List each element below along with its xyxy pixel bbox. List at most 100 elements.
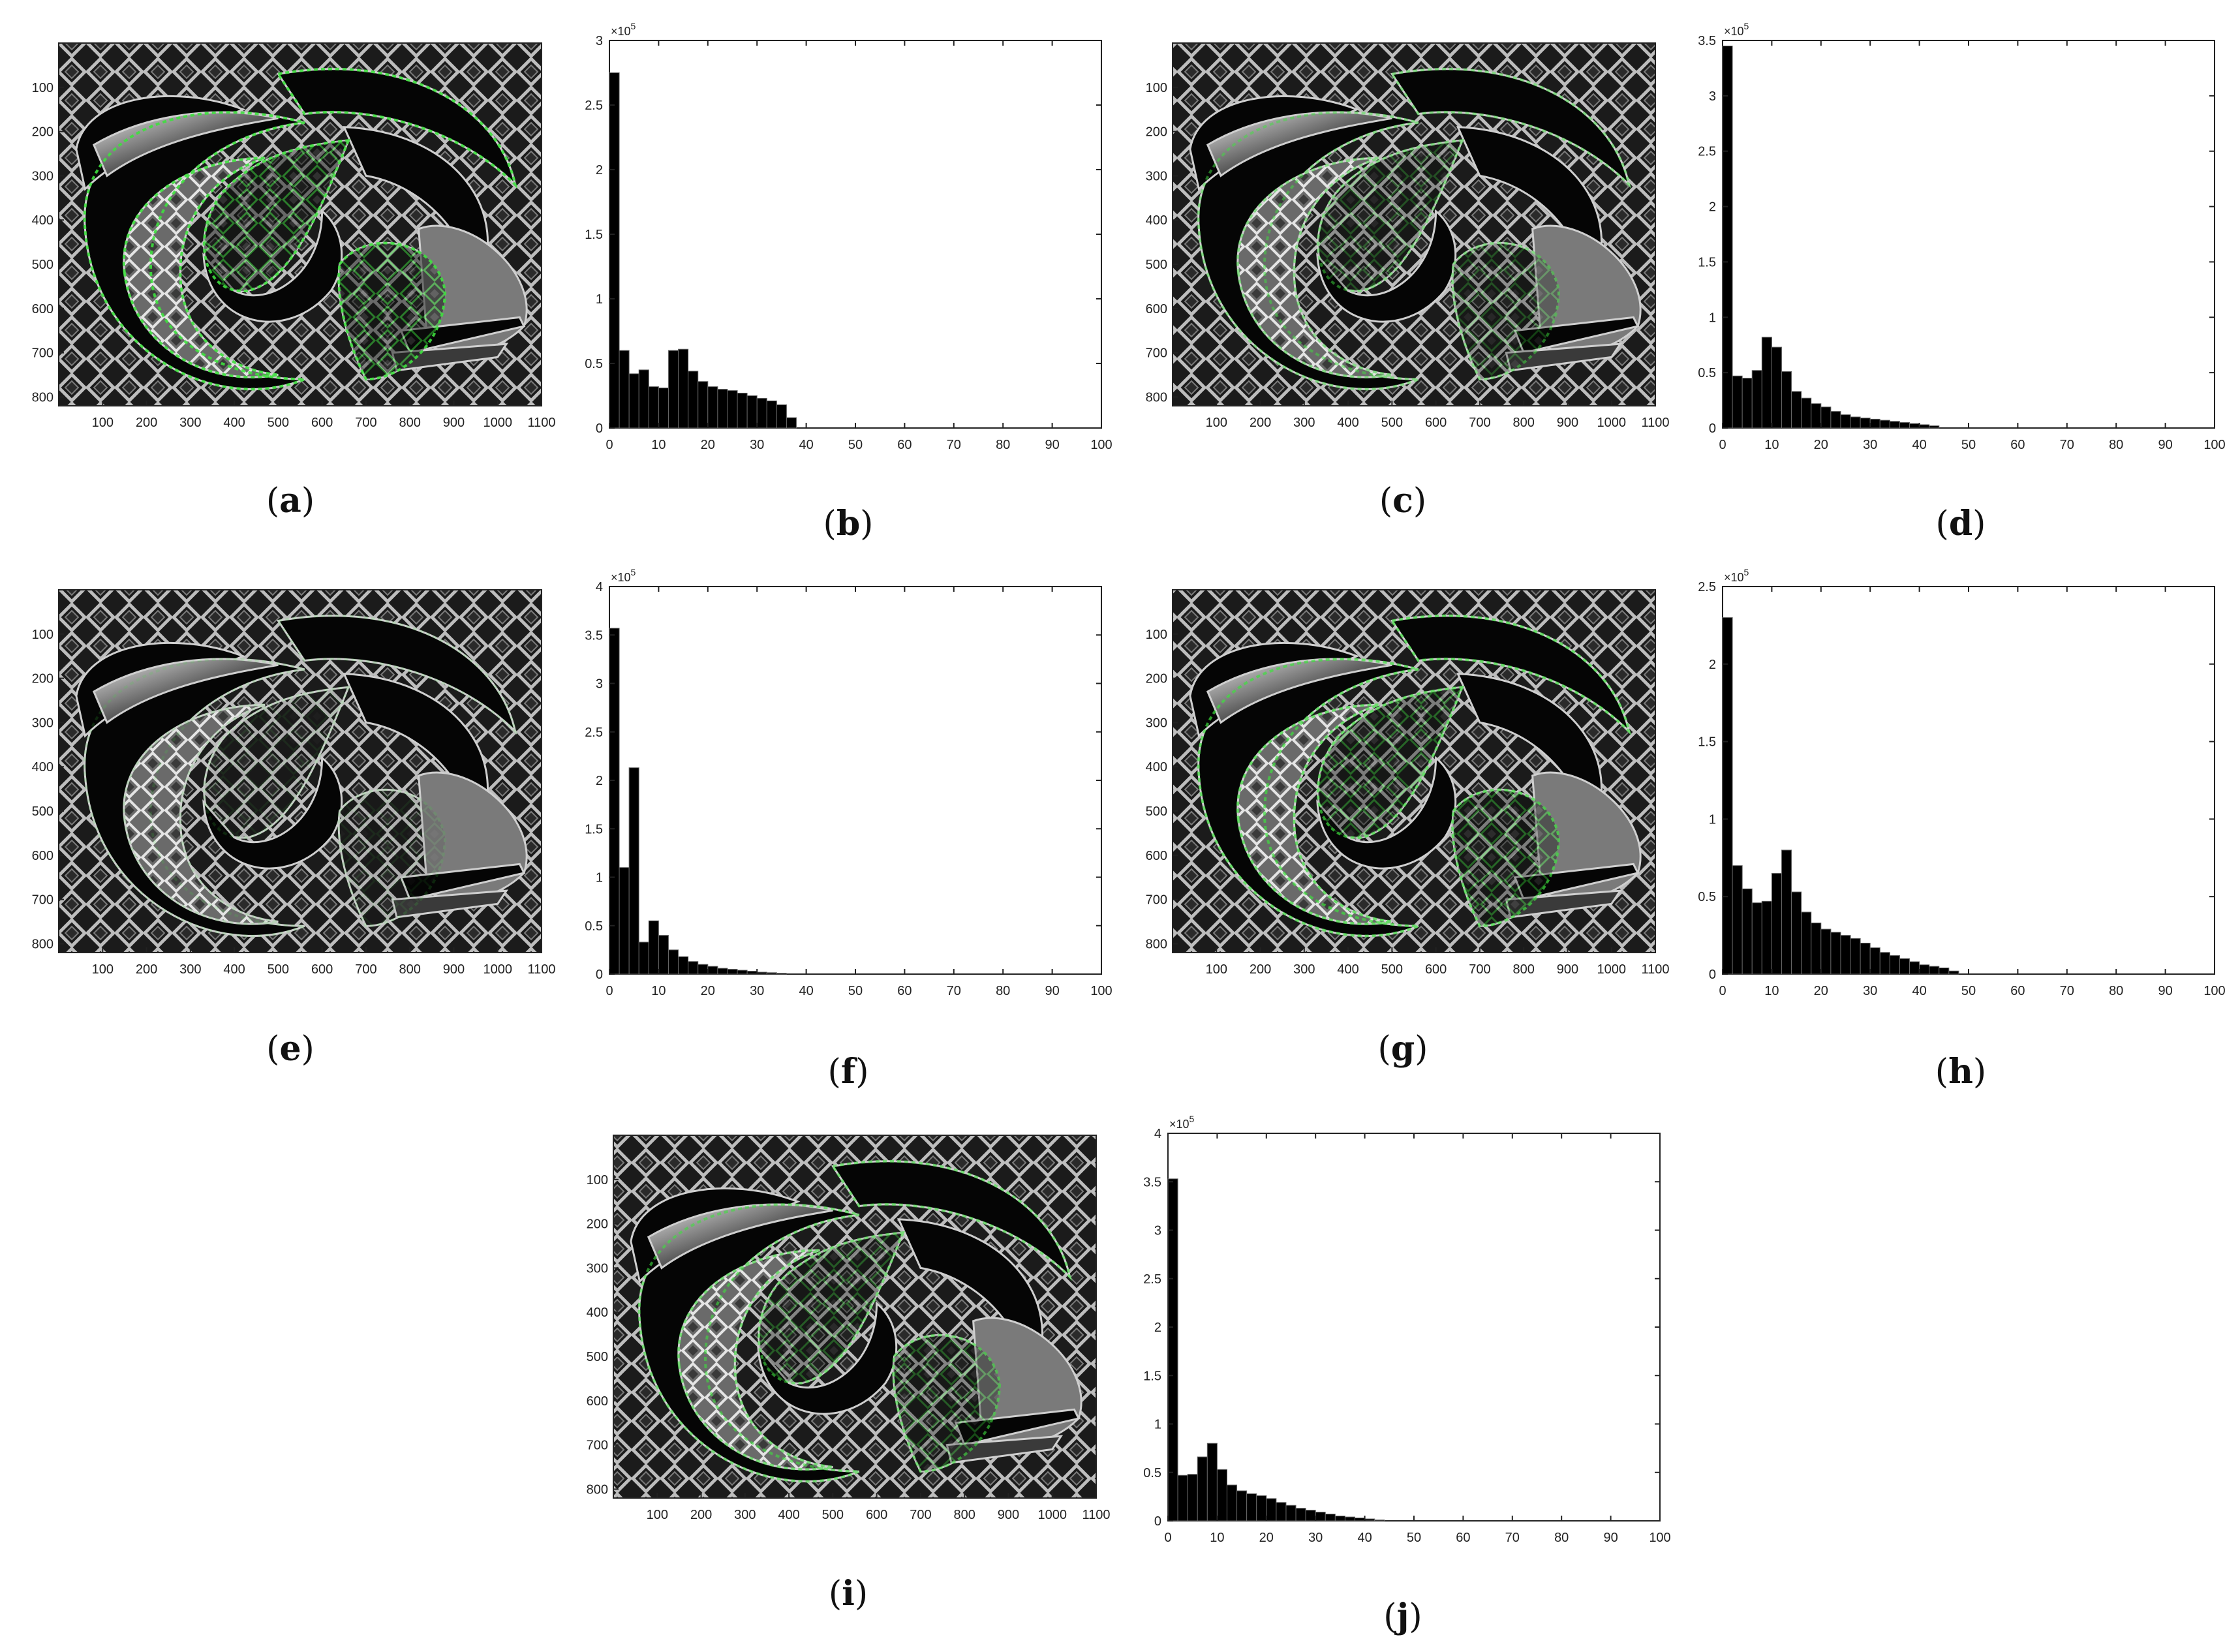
- histogram-bar: [717, 968, 728, 975]
- histogram-bar: [1820, 406, 1832, 429]
- histogram-bar: [1801, 911, 1812, 975]
- y-tick-label: 2: [1709, 658, 1716, 672]
- histogram-bar: [1840, 414, 1851, 429]
- image-x-tick-label: 700: [910, 1508, 931, 1522]
- image-x-tick-label: 600: [1425, 416, 1447, 430]
- histogram-bar: [1226, 1484, 1238, 1522]
- image-y-tick-label: 400: [1146, 760, 1167, 774]
- histogram-bar: [1860, 418, 1871, 429]
- image-y-tick-label: 600: [587, 1394, 608, 1409]
- panel-label: (d): [1936, 504, 1986, 543]
- histogram-bar: [1771, 873, 1782, 975]
- histogram-bar: [1216, 1469, 1227, 1522]
- y-tick-label: 0.5: [585, 357, 603, 371]
- histogram-bar: [776, 404, 787, 429]
- image-x-tick-label: 1000: [1597, 416, 1626, 430]
- image-x-tick-label: 900: [998, 1508, 1019, 1522]
- image-y-tick-label: 700: [32, 893, 54, 908]
- x-tick-label: 10: [1764, 438, 1779, 452]
- histogram-bar: [756, 971, 767, 975]
- histogram-bar: [1197, 1456, 1208, 1522]
- histogram-bar: [1811, 923, 1822, 975]
- histogram-bar: [658, 388, 669, 429]
- image-x-tick-label: 400: [778, 1508, 799, 1522]
- histogram-bar: [1801, 397, 1812, 429]
- x-tick-label: 90: [1045, 438, 1059, 452]
- image-x-tick-label: 1000: [483, 416, 512, 430]
- image-x-tick-label: 700: [355, 962, 376, 977]
- image-x-tick-label: 200: [690, 1508, 712, 1522]
- histogram-bar: [1771, 346, 1782, 429]
- plot-area: [1167, 1133, 1661, 1522]
- y-exponent-label: ×105: [1724, 21, 1749, 38]
- y-exponent-label: ×105: [1724, 567, 1749, 584]
- histogram-bar: [1879, 420, 1890, 429]
- image-y-tick-label: 500: [587, 1350, 608, 1364]
- histogram-bar: [1374, 1520, 1385, 1522]
- y-tick-label: 0.5: [1698, 366, 1716, 380]
- panel-label: (f): [828, 1052, 869, 1092]
- y-tick-label: 2: [1154, 1321, 1161, 1335]
- image-y-tick-label: 800: [1146, 937, 1167, 951]
- image-x-tick-label: 300: [1293, 962, 1315, 977]
- x-tick-label: 100: [1090, 438, 1112, 452]
- x-tick-label: 20: [1814, 438, 1828, 452]
- image-y-tick-label: 800: [1146, 390, 1167, 405]
- x-tick-label: 80: [996, 984, 1010, 998]
- panel-label: (e): [266, 1029, 315, 1069]
- y-tick-label: 1: [596, 871, 603, 885]
- image-y-tick-label: 200: [1146, 672, 1167, 686]
- image-x-tick-label: 800: [399, 962, 420, 977]
- histogram-bar: [628, 373, 639, 429]
- x-tick-label: 20: [1259, 1531, 1274, 1545]
- y-tick-label: 1.5: [1143, 1369, 1161, 1383]
- x-tick-label: 0: [606, 984, 613, 998]
- image-x-tick-label: 800: [399, 416, 420, 430]
- image-y-tick-label: 400: [32, 213, 54, 228]
- histogram-bar: [1919, 424, 1930, 429]
- y-tick-label: 0: [596, 421, 603, 436]
- histogram-bar: [746, 971, 758, 975]
- image-x-tick-label: 200: [1250, 962, 1271, 977]
- x-tick-label: 50: [848, 984, 863, 998]
- image-x-tick-label: 900: [443, 416, 465, 430]
- image-y-tick-label: 600: [32, 302, 54, 316]
- image-y-tick-label: 400: [32, 760, 54, 774]
- y-tick-label: 2.5: [1698, 580, 1716, 594]
- x-tick-label: 50: [848, 438, 863, 452]
- x-tick-label: 10: [1764, 984, 1779, 998]
- histogram-bar: [1840, 935, 1851, 975]
- image-panel: 100 200 300 400 500 600 700 800 900 1000 1100 100 20…: [1146, 589, 1670, 977]
- histogram-chart: 0 10 20 30 40 50 60 70 80 90 100 0 0.5 1 1.5 2 2.5 3 ×105: [585, 21, 1112, 452]
- image-x-tick-label: 200: [1250, 416, 1271, 430]
- histogram-bar: [1315, 1512, 1326, 1522]
- image-x-tick-label: 1100: [1082, 1508, 1110, 1522]
- y-tick-label: 3: [1154, 1224, 1161, 1238]
- histogram-bar: [1919, 964, 1930, 975]
- image-y-tick-label: 700: [1146, 893, 1167, 908]
- panel-label: (i): [829, 1574, 868, 1614]
- histogram-bar: [737, 393, 748, 429]
- image-x-tick-label: 100: [92, 416, 114, 430]
- image-y-tick-label: 400: [587, 1306, 608, 1320]
- y-tick-label: 1.5: [1698, 735, 1716, 750]
- image-x-tick-label: 600: [1425, 962, 1447, 977]
- image-y-tick-label: 300: [587, 1261, 608, 1276]
- image-x-tick-label: 500: [268, 416, 289, 430]
- y-tick-label: 4: [1154, 1127, 1161, 1141]
- y-tick-label: 0.5: [1698, 890, 1716, 904]
- histogram-bar: [1948, 970, 1959, 975]
- y-tick-label: 2.5: [585, 726, 603, 740]
- histogram-bar: [1285, 1505, 1296, 1522]
- histogram-bar: [678, 956, 689, 975]
- y-exponent-label: ×105: [611, 567, 636, 584]
- histogram-bar: [766, 972, 777, 975]
- x-tick-label: 50: [1961, 984, 1976, 998]
- histogram-bar: [688, 371, 699, 429]
- x-tick-label: 80: [996, 438, 1010, 452]
- image-y-tick-label: 200: [32, 125, 54, 140]
- x-tick-label: 0: [1719, 438, 1726, 452]
- x-tick-label: 100: [1090, 984, 1112, 998]
- y-tick-label: 0.5: [1143, 1466, 1161, 1480]
